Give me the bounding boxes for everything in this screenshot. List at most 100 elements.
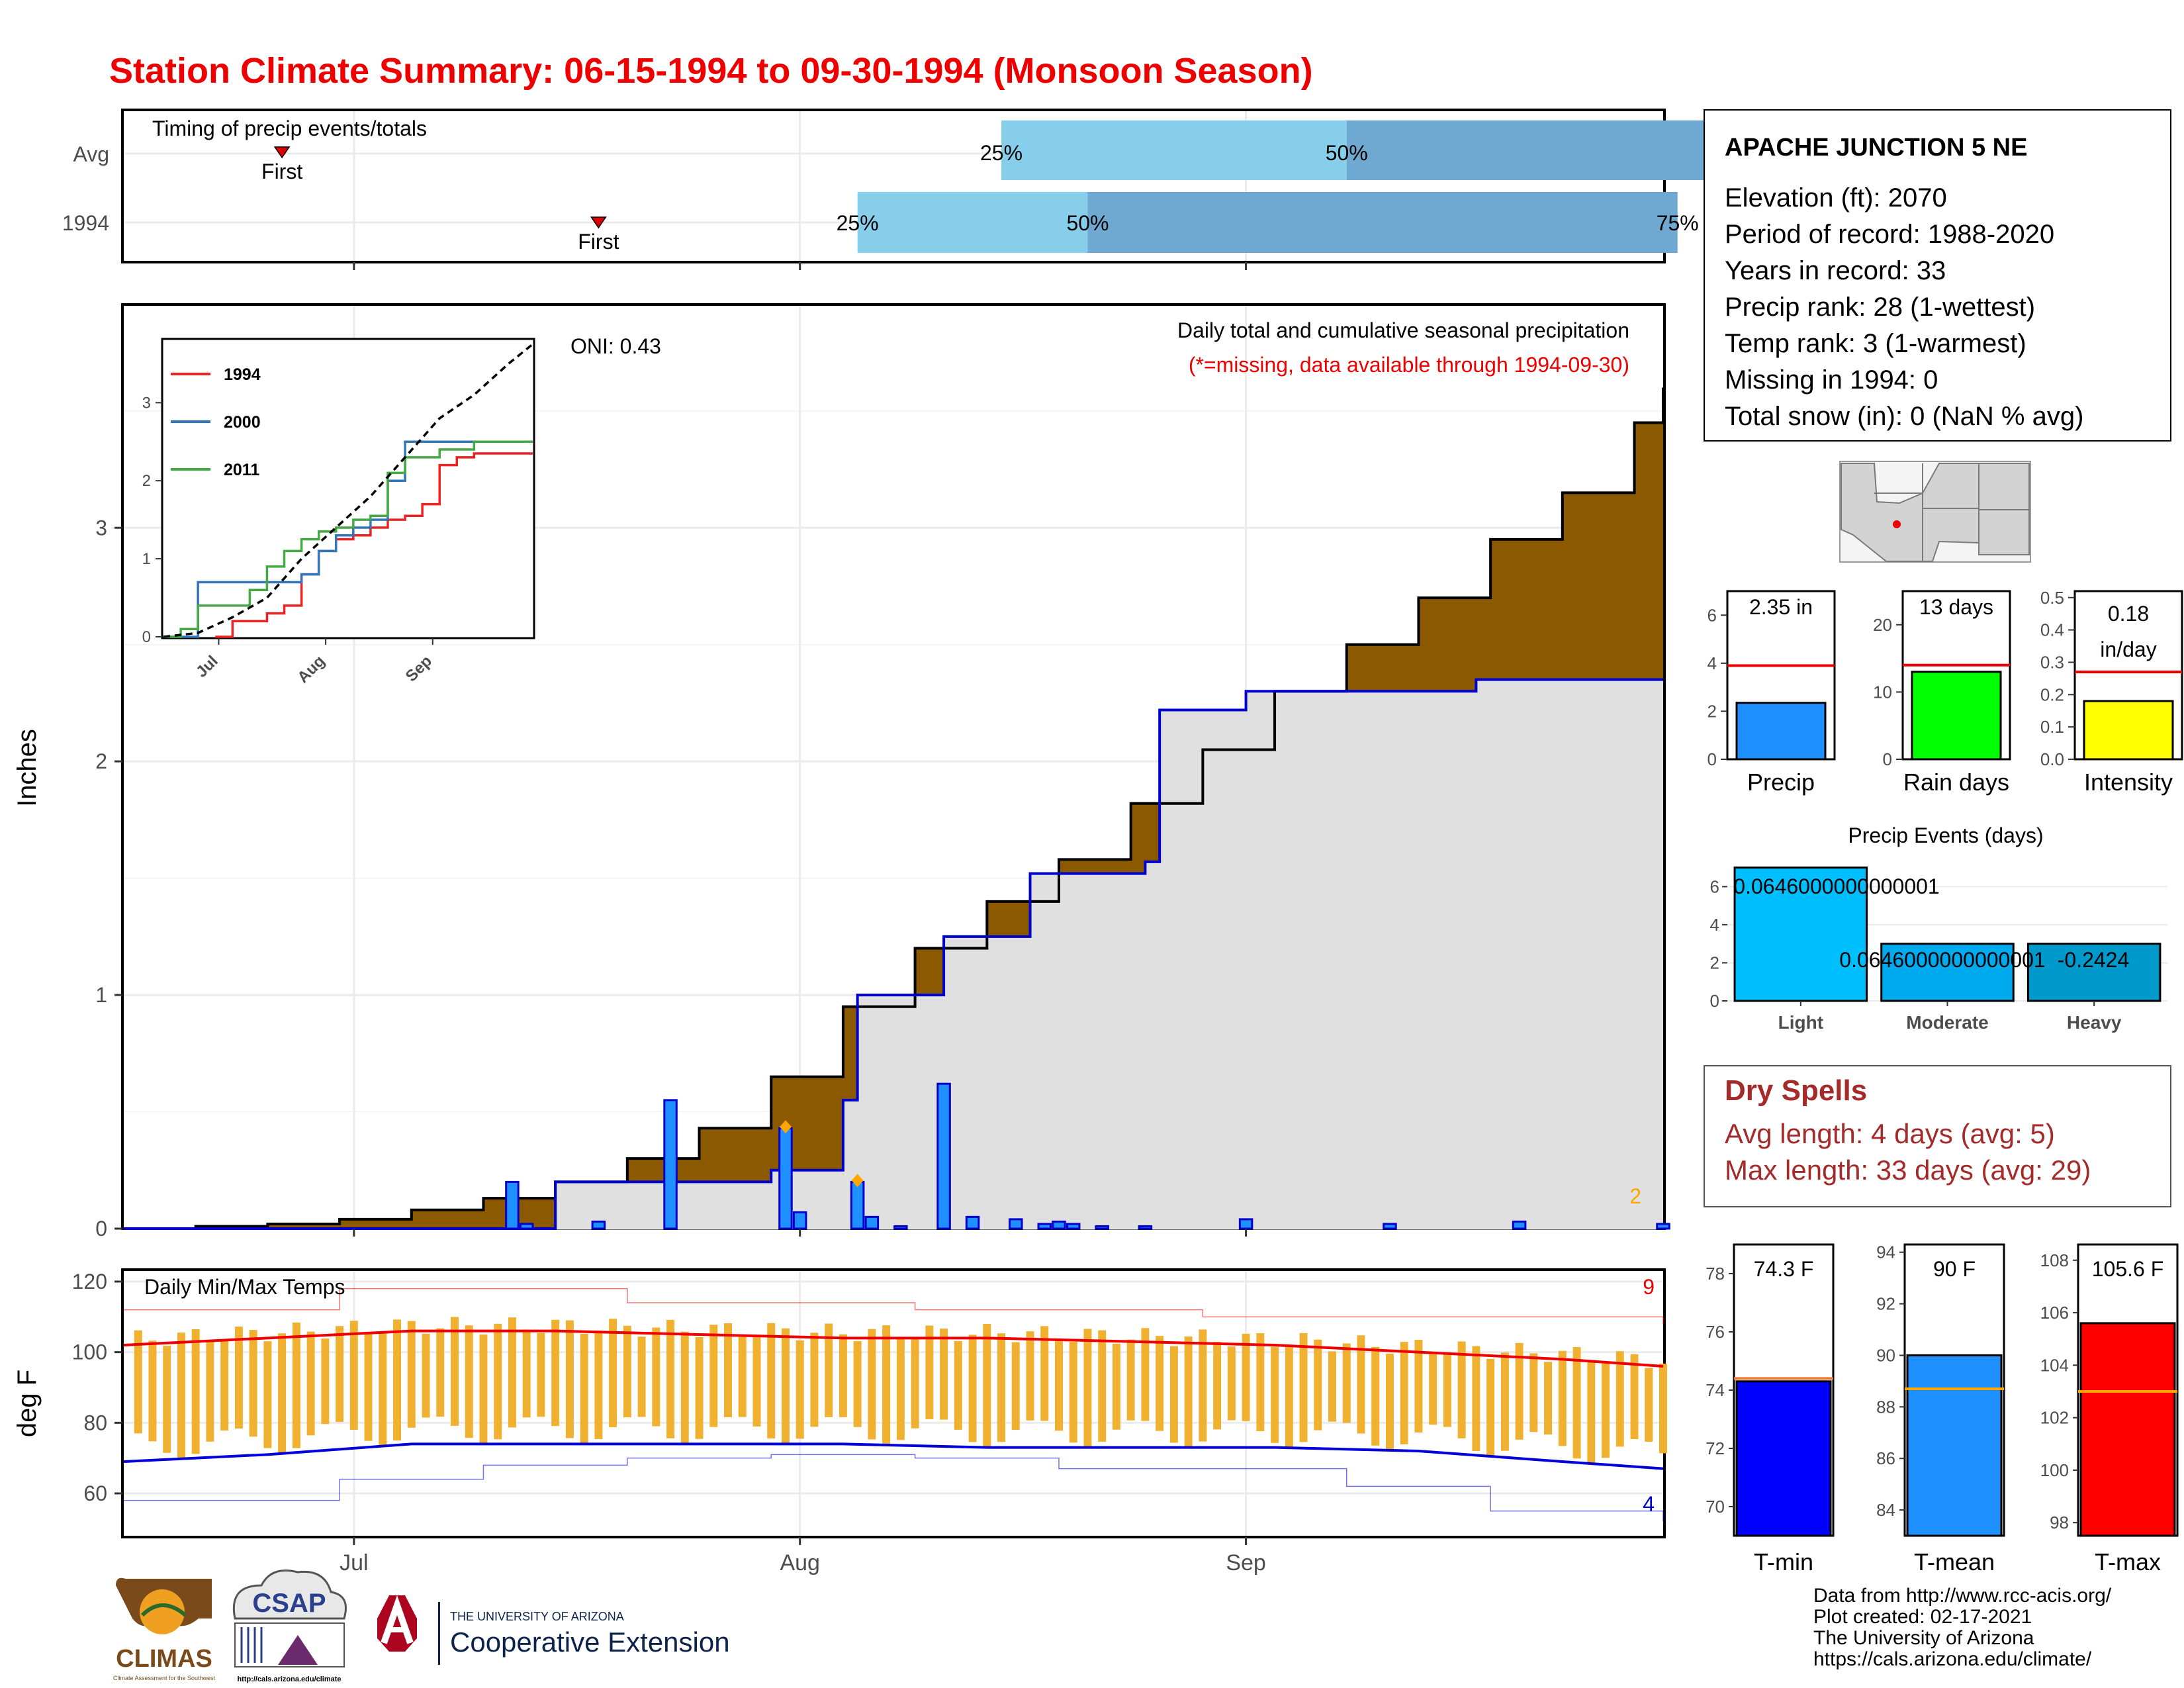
temp-summary-tick-label: 94 — [1876, 1243, 1895, 1262]
daily-temp-bar — [1285, 1344, 1293, 1448]
summary-y-label: 0.3 — [2040, 652, 2064, 672]
daily-temp-bar — [249, 1330, 257, 1437]
daily-temp-bar — [954, 1340, 962, 1430]
daily-precip-bar — [1656, 1223, 1670, 1230]
daily-precip-bar — [850, 1180, 865, 1230]
daily-temp-bar — [422, 1333, 430, 1418]
timing-row-avg: Avg — [73, 142, 109, 166]
daily-temp-bar — [407, 1321, 416, 1428]
daily-temp-bar — [1486, 1358, 1495, 1456]
month-tick-label: Aug — [780, 1550, 820, 1575]
temp-summary-tick-label: 78 — [1706, 1264, 1725, 1284]
daily-temp-bar — [983, 1324, 991, 1448]
summary-bar — [2083, 700, 2174, 761]
event-value-label: 0.0646000000000001 — [1839, 948, 2045, 972]
daily-temp-bar — [321, 1338, 330, 1425]
credit-line: Data from http://www.rcc-acis.org/ — [1813, 1585, 2112, 1607]
daily-temp-bar — [695, 1336, 704, 1439]
summary-y-label: 0.2 — [2040, 684, 2064, 704]
daily-precip-bar — [1512, 1220, 1527, 1230]
daily-temp-bar — [1371, 1346, 1380, 1446]
daily-temp-bar — [1256, 1333, 1265, 1432]
daily-temp-bar — [1040, 1326, 1049, 1421]
inset-line-2011 — [163, 440, 533, 638]
events-y-label: 0 — [1710, 991, 1719, 1011]
daily-temp-bar — [1112, 1343, 1120, 1430]
daily-temp-bar — [1199, 1329, 1207, 1442]
temp-summary-tick-label: 100 — [2040, 1460, 2069, 1480]
daily-precip-bar — [1095, 1225, 1109, 1230]
p50-label: 50% — [1066, 211, 1109, 235]
y-tick-label: 3 — [95, 516, 107, 539]
event-value-label: -0.2424 — [2058, 948, 2130, 972]
daily-temp-bar — [1357, 1335, 1365, 1434]
temp-summary-tick-label: 98 — [2050, 1513, 2069, 1532]
station-marker — [1893, 520, 1901, 528]
temp-summary-tick-label: 72 — [1706, 1438, 1725, 1458]
event-bar — [1733, 867, 1868, 1002]
inset-y-label: 0 — [142, 628, 151, 646]
daily-temp-bar — [537, 1333, 545, 1417]
timing-title: Timing of precip events/totals — [152, 117, 427, 140]
temp-summary-bar — [1735, 1380, 1832, 1537]
temp-title: Daily Min/Max Temps — [144, 1275, 345, 1299]
summary-y-label: 0.4 — [2040, 620, 2064, 640]
ua-logo: THE UNIVERSITY OF ARIZONA Cooperative Ex… — [377, 1595, 730, 1665]
temp-summary-bar — [1906, 1354, 2003, 1537]
daily-temp-bar — [1026, 1331, 1034, 1421]
daily-temp-bar — [522, 1329, 531, 1418]
daily-temp-bar — [551, 1319, 560, 1427]
events-y-label: 4 — [1710, 915, 1719, 935]
temp-summary-tick-label: 74 — [1706, 1380, 1725, 1400]
record-tmax-line — [124, 1288, 1664, 1324]
daily-temp-bar — [292, 1322, 300, 1448]
daily-temp-bar — [1069, 1341, 1077, 1443]
daily-temp-bar — [1414, 1339, 1423, 1432]
daily-temp-bar — [1156, 1336, 1164, 1431]
daily-temp-bar — [1587, 1361, 1596, 1464]
map-borders — [1874, 463, 2029, 561]
daily-temp-bar — [278, 1333, 287, 1454]
temp-summary-tick-label: 84 — [1876, 1500, 1895, 1520]
daily-temp-bar — [968, 1335, 977, 1442]
y-tick-label: 0 — [95, 1217, 107, 1241]
temp-summary-tick-label: 106 — [2040, 1303, 2069, 1323]
footer: CLIMAS Climate Assessment for the Southw… — [113, 1570, 2112, 1683]
daily-temp-bar — [494, 1323, 502, 1440]
temp-ylabel: deg F — [13, 1370, 42, 1437]
quartile-bar-upper — [1346, 120, 1764, 180]
summary-value: 0.18 — [2108, 602, 2149, 626]
daily-temp-bar — [666, 1319, 675, 1438]
daily-temp-bar — [393, 1319, 402, 1441]
daily-temp-bar — [1443, 1354, 1451, 1427]
inset-y-label: 3 — [142, 394, 151, 412]
daily-temp-bar — [724, 1323, 732, 1417]
summary-y-label: 4 — [1707, 653, 1717, 673]
daily-temp-bar — [1055, 1338, 1063, 1431]
inset-line-avg — [163, 343, 534, 638]
temp-summary-tick-label: 90 — [1876, 1345, 1895, 1365]
ua-line2: Cooperative Extension — [450, 1626, 730, 1658]
daily-precip-bar — [591, 1220, 606, 1230]
y-tick-label: 60 — [83, 1481, 107, 1505]
inset-line-1994 — [215, 452, 533, 638]
first-marker — [590, 216, 607, 229]
timing-panel: Timing of precip events/totals Avg 1994 … — [62, 109, 1785, 263]
record-tmin-line — [124, 1454, 1664, 1522]
daily-temp-bar — [148, 1340, 157, 1442]
events-x-label: Moderate — [1906, 1012, 1988, 1033]
events-title: Precip Events (days) — [1848, 823, 2043, 847]
daily-temp-bar — [1529, 1353, 1538, 1432]
temp-summary-tick-label: 108 — [2040, 1250, 2069, 1270]
daily-temp-bar — [1083, 1329, 1092, 1448]
oni-value: ONI: 0.43 — [570, 334, 661, 358]
events-y-label: 2 — [1710, 953, 1719, 972]
daily-temp-bar — [234, 1327, 243, 1429]
daily-temp-bar — [379, 1333, 387, 1446]
summary-label: Rain days — [1903, 769, 2009, 796]
daily-precip-bar — [778, 1127, 793, 1230]
temp-summary-label: T-mean — [1914, 1548, 1995, 1575]
daily-temp-bar — [1271, 1346, 1279, 1443]
daily-precip-bar — [864, 1215, 880, 1230]
temp-summary-tick-label: 102 — [2040, 1408, 2069, 1428]
